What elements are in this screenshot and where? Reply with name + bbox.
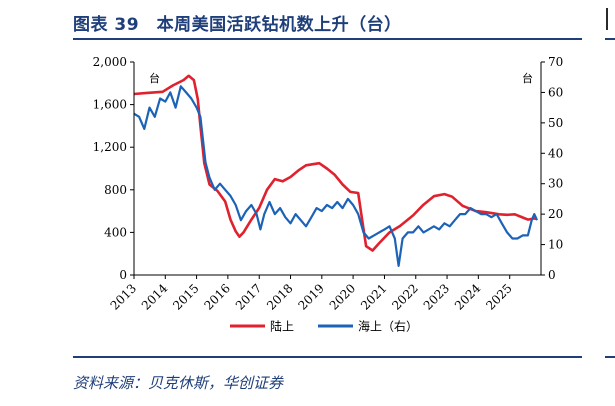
left-tick-label: 0 xyxy=(119,268,127,282)
x-tick-label: 2013 xyxy=(108,281,139,312)
x-tick-label: 2022 xyxy=(389,281,420,312)
title-underline xyxy=(73,38,582,40)
right-tick-label: 20 xyxy=(548,207,563,221)
clipped-next-rule-bottom xyxy=(605,356,615,358)
figure-title: 图表 39 本周美国活跃钻机数上升（台） xyxy=(73,15,402,35)
right-tick-label: 50 xyxy=(548,116,563,130)
left-tick-label: 800 xyxy=(104,183,127,197)
x-tick-label: 2018 xyxy=(264,281,295,312)
x-tick-label: 2021 xyxy=(358,281,389,312)
x-tick-label: 2023 xyxy=(421,281,452,312)
left-tick-label: 1,200 xyxy=(93,140,127,154)
series-line-offshore xyxy=(133,85,539,267)
right-tick-label: 10 xyxy=(548,238,563,252)
x-tick-label: 2014 xyxy=(139,281,171,313)
x-tick-label: 2019 xyxy=(295,281,326,312)
source-note: 资料来源：贝克休斯，华创证券 xyxy=(73,374,284,392)
x-tick-label: 2015 xyxy=(170,281,201,312)
x-tick-label: 2020 xyxy=(327,281,358,312)
legend-label-offshore: 海上（右） xyxy=(358,319,418,334)
legend-label-onshore: 陆上 xyxy=(270,319,294,334)
footer-rule xyxy=(73,356,582,358)
left-tick-label: 2,000 xyxy=(93,55,127,69)
x-tick-label: 2024 xyxy=(452,281,484,313)
chart-legend: 陆上 海上（右） xyxy=(230,319,418,334)
right-tick-label: 40 xyxy=(548,146,563,160)
clipped-next-rule-top xyxy=(605,38,615,40)
left-axis-unit: 台 xyxy=(149,71,160,85)
right-tick-label: 30 xyxy=(548,177,563,191)
right-tick-label: 70 xyxy=(548,55,563,69)
right-axis-unit: 台 xyxy=(522,71,533,85)
left-tick-label: 400 xyxy=(104,225,127,239)
series-layer xyxy=(133,74,539,267)
x-tick-label: 2016 xyxy=(201,281,232,312)
right-tick-label: 0 xyxy=(548,268,556,282)
right-tick-label: 60 xyxy=(548,85,563,99)
axes-layer: 0 400 800 1,200 1,600 2,000 0 10 20 30 40 50 60 70 201… xyxy=(93,55,564,313)
left-tick-label: 1,600 xyxy=(93,98,127,112)
clipped-next-figure-glyph xyxy=(606,8,615,30)
x-tick-label: 2017 xyxy=(233,281,264,312)
x-tick-label: 2025 xyxy=(483,281,514,312)
